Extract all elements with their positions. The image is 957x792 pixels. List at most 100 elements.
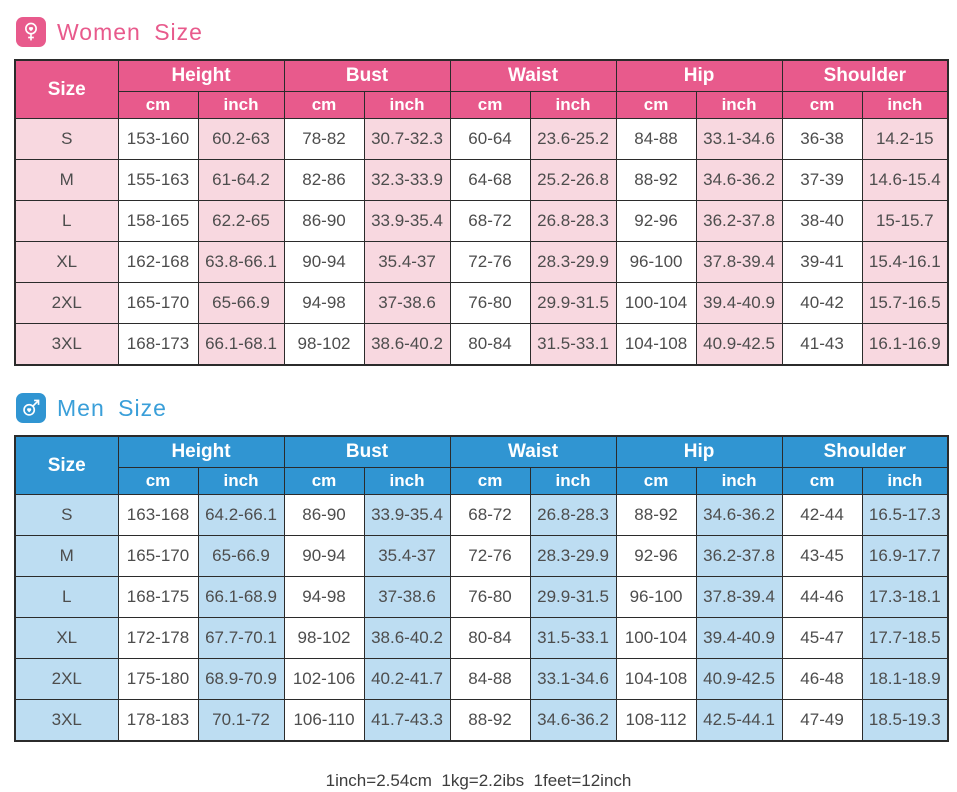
cm-value-cell: 41-43 [781,323,863,366]
size-label-cell: L [14,576,119,618]
inch-value-cell: 34.6-36.2 [529,699,617,742]
table-row: L 158-165 62.2-65 86-90 33.9-35.4 68-72 26.8-2… [14,200,949,242]
cm-value-cell: 168-173 [117,323,199,366]
inch-unit-header: inch [695,467,783,495]
inch-value-cell: 29.9-31.5 [529,282,617,324]
cm-value-cell: 76-80 [449,282,531,324]
inch-value-cell: 25.2-26.8 [529,159,617,201]
men-size-table: Size Height Bust Waist Hip Shoulder cm i… [14,435,950,742]
male-heart-icon [16,393,46,423]
cm-value-cell: 60-64 [449,118,531,160]
inch-value-cell: 36.2-37.8 [695,535,783,577]
table-row: 3XL 178-183 70.1-72 106-110 41.7-43.3 88-92 34… [14,699,949,742]
inch-value-cell: 36.2-37.8 [695,200,783,242]
cm-value-cell: 90-94 [283,535,365,577]
size-column-header: Size [14,59,119,119]
size-label-cell: L [14,200,119,242]
men-table-body: S 163-168 64.2-66.1 86-90 33.9-35.4 68-72 26.8… [14,494,949,742]
inch-value-cell: 33.9-35.4 [363,200,451,242]
inch-value-cell: 70.1-72 [197,699,285,742]
inch-value-cell: 61-64.2 [197,159,285,201]
inch-value-cell: 29.9-31.5 [529,576,617,618]
inch-value-cell: 17.3-18.1 [861,576,949,618]
inch-value-cell: 68.9-70.9 [197,658,285,700]
cm-value-cell: 72-76 [449,241,531,283]
inch-value-cell: 33.1-34.6 [529,658,617,700]
inch-value-cell: 40.9-42.5 [695,323,783,366]
cm-value-cell: 102-106 [283,658,365,700]
height-column-header: Height [117,435,285,468]
inch-value-cell: 35.4-37 [363,535,451,577]
cm-value-cell: 86-90 [283,494,365,536]
inch-value-cell: 32.3-33.9 [363,159,451,201]
inch-value-cell: 38.6-40.2 [363,617,451,659]
inch-unit-header: inch [197,91,285,119]
inch-value-cell: 26.8-28.3 [529,494,617,536]
inch-value-cell: 16.5-17.3 [861,494,949,536]
cm-value-cell: 90-94 [283,241,365,283]
cm-unit-header: cm [615,91,697,119]
inch-value-cell: 66.1-68.1 [197,323,285,366]
inch-value-cell: 63.8-66.1 [197,241,285,283]
size-label-cell: XL [14,241,119,283]
table-row: M 155-163 61-64.2 82-86 32.3-33.9 64-68 25.2-2… [14,159,949,201]
inch-value-cell: 38.6-40.2 [363,323,451,366]
cm-unit-header: cm [449,467,531,495]
cm-value-cell: 98-102 [283,617,365,659]
table-row: 2XL 175-180 68.9-70.9 102-106 40.2-41.7 84-88… [14,658,949,700]
men-size-section: Men Size Size Height Bust Waist Hip Shou… [14,392,950,742]
cm-value-cell: 45-47 [781,617,863,659]
cm-value-cell: 40-42 [781,282,863,324]
cm-value-cell: 72-76 [449,535,531,577]
cm-unit-header: cm [283,91,365,119]
inch-value-cell: 33.1-34.6 [695,118,783,160]
cm-value-cell: 163-168 [117,494,199,536]
cm-value-cell: 88-92 [449,699,531,742]
table-row: M 165-170 65-66.9 90-94 35.4-37 72-76 28.3-29.… [14,535,949,577]
cm-unit-header: cm [117,467,199,495]
cm-unit-header: cm [615,467,697,495]
inch-value-cell: 65-66.9 [197,282,285,324]
table-row: 2XL 165-170 65-66.9 94-98 37-38.6 76-80 29.9-3… [14,282,949,324]
inch-value-cell: 30.7-32.3 [363,118,451,160]
inch-value-cell: 15-15.7 [861,200,949,242]
cm-unit-header: cm [781,91,863,119]
cm-value-cell: 68-72 [449,200,531,242]
cm-value-cell: 46-48 [781,658,863,700]
cm-value-cell: 84-88 [449,658,531,700]
cm-value-cell: 98-102 [283,323,365,366]
size-label-cell: S [14,494,119,536]
cm-unit-header: cm [781,467,863,495]
cm-value-cell: 86-90 [283,200,365,242]
cm-value-cell: 92-96 [615,535,697,577]
inch-value-cell: 14.6-15.4 [861,159,949,201]
shoulder-column-header: Shoulder [781,435,949,468]
inch-unit-header: inch [363,467,451,495]
inch-unit-header: inch [861,91,949,119]
cm-value-cell: 47-49 [781,699,863,742]
cm-value-cell: 175-180 [117,658,199,700]
cm-value-cell: 168-175 [117,576,199,618]
hip-column-header: Hip [615,59,783,92]
cm-value-cell: 104-108 [615,658,697,700]
inch-value-cell: 42.5-44.1 [695,699,783,742]
inch-value-cell: 15.7-16.5 [861,282,949,324]
height-column-header: Height [117,59,285,92]
inch-unit-header: inch [197,467,285,495]
cm-value-cell: 64-68 [449,159,531,201]
cm-value-cell: 158-165 [117,200,199,242]
conversion-note: 1inch=2.54cm 1kg=2.2ibs 1feet=12inch [325,771,632,790]
cm-value-cell: 94-98 [283,576,365,618]
cm-value-cell: 37-39 [781,159,863,201]
cm-value-cell: 178-183 [117,699,199,742]
inch-value-cell: 40.9-42.5 [695,658,783,700]
inch-value-cell: 41.7-43.3 [363,699,451,742]
inch-unit-header: inch [695,91,783,119]
cm-value-cell: 92-96 [615,200,697,242]
waist-column-header: Waist [449,435,617,468]
cm-value-cell: 165-170 [117,282,199,324]
cm-value-cell: 44-46 [781,576,863,618]
size-label-cell: 2XL [14,282,119,324]
inch-value-cell: 64.2-66.1 [197,494,285,536]
